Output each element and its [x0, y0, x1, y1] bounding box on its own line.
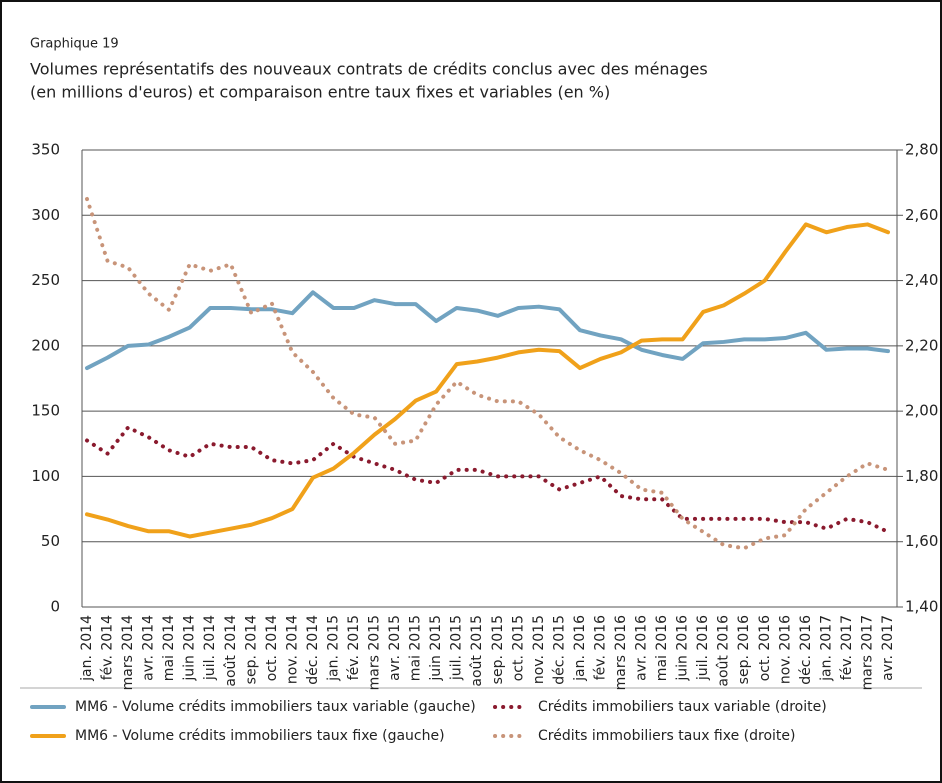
x-tick-label: juin 2014	[182, 615, 198, 682]
x-tick-label: oct. 2015	[510, 615, 526, 681]
line-series	[85, 290, 890, 371]
x-tick-label: mars 2016	[613, 615, 629, 690]
x-tick-label: déc. 2014	[305, 615, 321, 685]
x-tick-label: nov. 2015	[531, 615, 547, 684]
x-tick-label: août 2016	[716, 615, 732, 687]
x-tick-label: fév. 2015	[346, 615, 362, 680]
x-tick-label: oct. 2014	[264, 615, 280, 681]
x-tick-label: jan. 2015	[325, 615, 341, 682]
y-tick-label: 100	[31, 467, 60, 485]
legend-label: MM6 - Volume crédits immobiliers taux va…	[75, 699, 476, 715]
x-tick-label: fév. 2016	[592, 615, 608, 680]
y2-tick-label: 1,60	[905, 532, 938, 550]
y-tick-label: 200	[31, 336, 60, 354]
legend-label: MM6 - Volume crédits immobiliers taux fi…	[75, 728, 445, 744]
x-tick-label: avr. 2014	[141, 615, 157, 681]
y-tick-label: 0	[50, 598, 60, 616]
x-tick-label: juil. 2016	[695, 615, 711, 681]
y-tick-label: 300	[31, 206, 60, 224]
y2-tick-label: 2,00	[905, 402, 938, 420]
y2-tick-label: 2,80	[905, 141, 938, 159]
y-tick-label: 250	[31, 271, 60, 289]
x-tick-label: mars 2015	[367, 615, 383, 690]
x-tick-label: août 2014	[223, 615, 239, 687]
x-tick-label: fév. 2014	[100, 615, 116, 680]
x-tick-label: juil. 2015	[449, 615, 465, 681]
x-tick-label: juil. 2014	[202, 615, 218, 681]
x-tick-label: déc. 2016	[798, 615, 814, 685]
legend-label: Crédits immobiliers taux fixe (droite)	[538, 728, 795, 744]
x-tick-label: mars 2014	[120, 615, 136, 690]
x-tick-label: jan. 2016	[572, 615, 588, 682]
x-tick-label: avr. 2016	[634, 615, 650, 681]
x-tick-label: fév. 2017	[839, 615, 855, 680]
legend-label: Crédits immobiliers taux variable (droit…	[538, 699, 827, 715]
y2-tick-label: 2,20	[905, 336, 938, 354]
y-tick-label: 50	[41, 532, 60, 550]
line-series	[85, 425, 890, 534]
y2-tick-label: 1,80	[905, 467, 938, 485]
x-tick-label: sep. 2015	[490, 615, 506, 684]
y-tick-label: 150	[31, 402, 60, 420]
chart-title: Volumes représentatifs des nouveaux cont…	[30, 60, 708, 79]
x-tick-label: jan. 2017	[818, 615, 834, 682]
chart-label: Graphique 19	[30, 37, 119, 52]
line-series	[85, 196, 890, 551]
y2-tick-label: 1,40	[905, 598, 938, 616]
x-tick-label: mai 2015	[408, 615, 424, 681]
x-tick-label: sep. 2016	[736, 615, 752, 684]
x-tick-label: avr. 2017	[880, 615, 896, 681]
x-tick-label: déc. 2015	[551, 615, 567, 685]
chart-title: (en millions d'euros) et comparaison ent…	[30, 83, 610, 102]
x-tick-label: nov. 2016	[777, 615, 793, 684]
x-tick-label: août 2015	[469, 615, 485, 687]
x-tick-label: oct. 2016	[757, 615, 773, 681]
y-tick-label: 350	[31, 141, 60, 159]
x-tick-label: juin 2015	[428, 615, 444, 682]
x-tick-label: avr. 2015	[387, 615, 403, 681]
x-tick-label: mai 2016	[654, 615, 670, 681]
x-tick-label: nov. 2014	[284, 615, 300, 684]
x-tick-label: juin 2016	[675, 615, 691, 682]
x-tick-label: jan. 2014	[79, 615, 95, 682]
line-series	[85, 222, 890, 539]
x-tick-label: mars 2017	[859, 615, 875, 690]
y2-tick-label: 2,40	[905, 271, 938, 289]
y2-tick-label: 2,60	[905, 206, 938, 224]
x-tick-label: mai 2014	[161, 615, 177, 681]
x-tick-label: sep. 2014	[243, 615, 259, 684]
